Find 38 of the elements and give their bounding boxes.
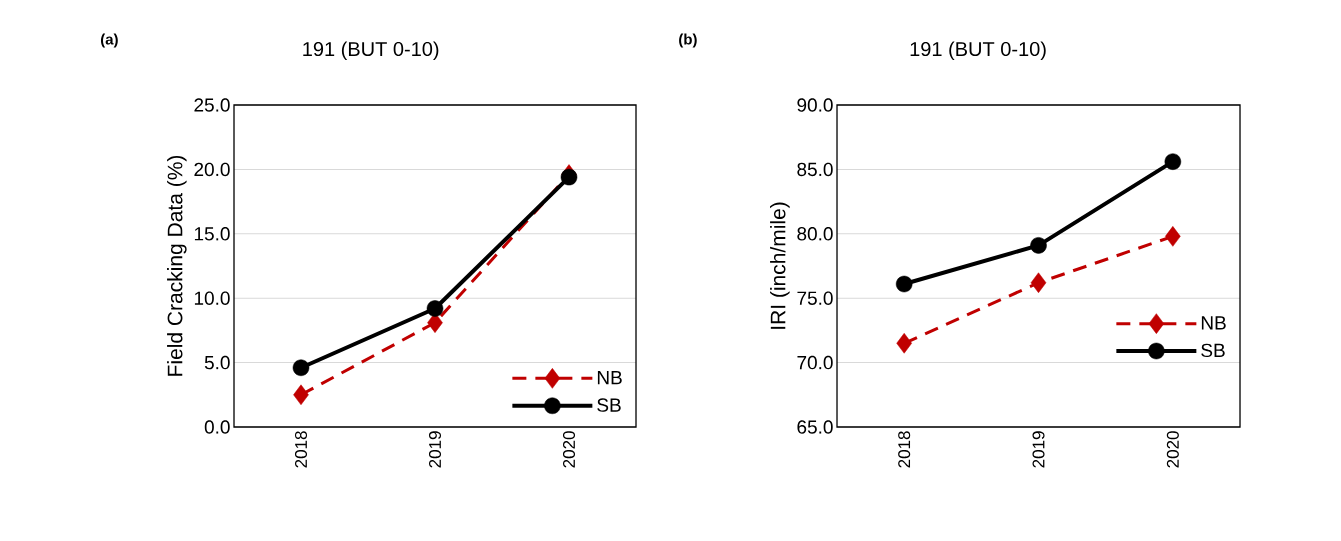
y-tick-label: 20.0 xyxy=(194,162,230,177)
chart-title: 191 (BUT 0-10) xyxy=(303,41,439,61)
legend-label: SB xyxy=(1201,343,1225,358)
point xyxy=(1165,226,1181,247)
y-tick-label: 10.0 xyxy=(194,291,230,305)
y-tick-label: 0.0 xyxy=(204,420,230,434)
x-tick-label: 2018 xyxy=(294,431,308,468)
chart-title: 191 (BUT 0-10) xyxy=(910,41,1046,61)
point xyxy=(426,300,444,317)
y-tick-label: 15.0 xyxy=(194,227,230,241)
y-axis-title: IRI (inch/mile) xyxy=(770,202,790,329)
y-tick-label: 80.0 xyxy=(797,227,833,241)
legend-label: NB xyxy=(1201,316,1226,330)
point xyxy=(1030,272,1047,293)
y-tick-label: 70.0 xyxy=(797,355,833,370)
y-tick-label: 85.0 xyxy=(797,162,833,177)
point xyxy=(293,384,309,406)
y-tick-label: 25.0 xyxy=(194,98,230,112)
y-tick-label: 5.0 xyxy=(204,355,230,370)
text: (b) xyxy=(679,33,697,48)
x-tick-label: 2020 xyxy=(562,431,576,468)
y-tick-label: 75.0 xyxy=(797,291,833,305)
point xyxy=(896,333,912,354)
point xyxy=(895,275,913,293)
x-tick-label: 2019 xyxy=(428,431,442,468)
point xyxy=(560,168,578,186)
point xyxy=(292,359,310,376)
legend-label: NB xyxy=(597,371,622,385)
legend-label: SB xyxy=(597,398,621,412)
y-tick-label: 65.0 xyxy=(797,420,833,434)
x-tick-label: 2020 xyxy=(1166,431,1179,468)
x-tick-label: 2019 xyxy=(1032,431,1045,468)
text: (a) xyxy=(100,33,118,48)
y-axis-title: Field Cracking Data (%) xyxy=(167,155,187,376)
point xyxy=(1164,153,1182,170)
point xyxy=(1030,237,1047,254)
x-tick-label: 2018 xyxy=(898,431,911,468)
y-tick-label: 90.0 xyxy=(797,98,833,112)
